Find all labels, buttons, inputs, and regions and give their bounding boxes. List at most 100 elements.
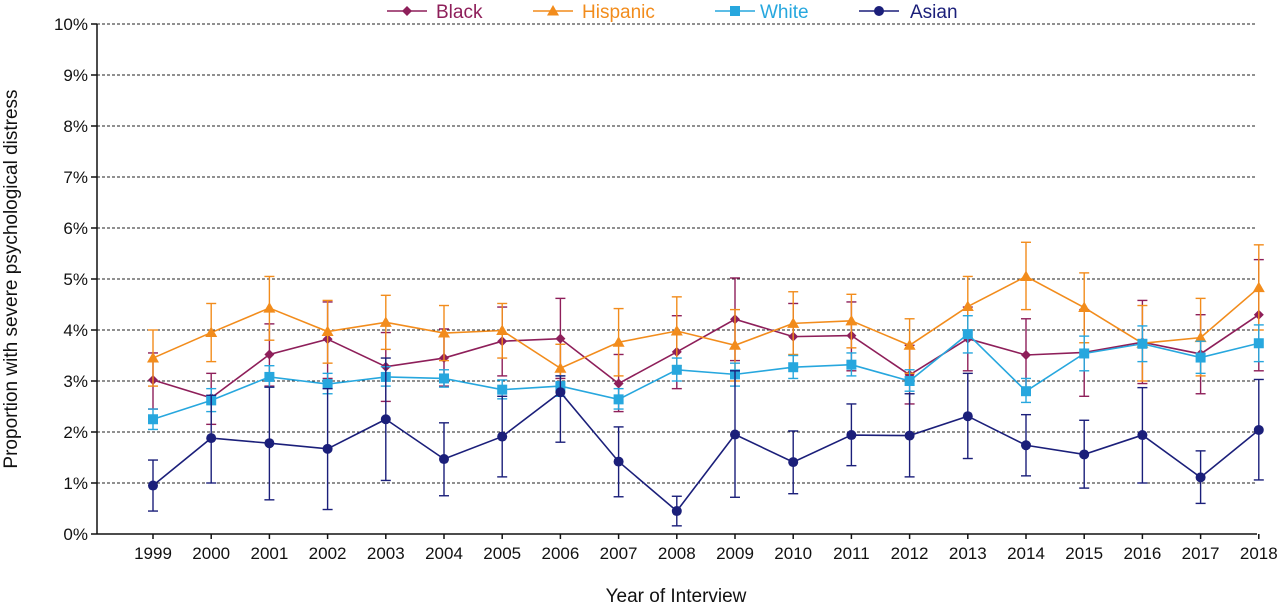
data-point <box>670 325 683 336</box>
y-tick-label: 3% <box>63 372 88 391</box>
x-tick-label: 2009 <box>716 544 754 563</box>
y-tick-label: 5% <box>63 270 88 289</box>
legend-label: Black <box>436 2 483 23</box>
data-point <box>148 480 158 491</box>
x-tick-label: 2004 <box>425 544 463 563</box>
series <box>147 241 1265 527</box>
x-tick-label: 2013 <box>949 544 987 563</box>
data-point <box>962 329 973 340</box>
x-tick-label: 2001 <box>250 544 288 563</box>
x-tick-label: 2008 <box>658 544 696 563</box>
x-tick-label: 1999 <box>134 544 172 563</box>
data-point <box>961 300 974 312</box>
y-tick-labels: 0% 1% 2% 3% 4% 5% 6% 7% 8% 9% 10% <box>54 15 97 544</box>
y-tick-label: 8% <box>63 117 88 136</box>
data-point <box>206 433 217 444</box>
y-axis-title: Proportion with severe psychological dis… <box>1 89 22 468</box>
legend-marker <box>730 6 740 16</box>
data-point <box>1195 352 1206 363</box>
legend: Black Hispanic White Asian <box>387 2 958 23</box>
data-point <box>788 457 799 468</box>
legend-item-black: Black <box>387 2 483 23</box>
y-tick-label: 7% <box>63 168 88 187</box>
data-point <box>1194 331 1207 343</box>
data-point <box>496 324 509 336</box>
data-point <box>730 429 740 440</box>
legend-item-white: White <box>715 2 809 23</box>
data-point <box>438 327 450 338</box>
series-black <box>148 258 1264 426</box>
data-point <box>263 302 276 313</box>
data-point <box>904 430 915 441</box>
data-point <box>497 384 508 395</box>
data-point <box>1079 449 1090 460</box>
data-point <box>555 333 566 344</box>
data-point <box>788 362 799 373</box>
series-asian <box>148 357 1264 527</box>
data-point <box>264 438 275 449</box>
data-point <box>1020 270 1032 281</box>
x-tick-label: 2007 <box>600 544 638 563</box>
legend-marker <box>874 6 884 16</box>
data-point <box>554 362 567 373</box>
series-white <box>148 315 1264 431</box>
data-point <box>322 443 333 454</box>
data-point <box>439 373 449 384</box>
x-tick-label: 2000 <box>192 544 230 563</box>
data-point <box>1137 430 1148 441</box>
data-point <box>1253 424 1264 435</box>
data-point <box>148 414 158 425</box>
legend-label: White <box>760 2 809 23</box>
data-point <box>787 317 800 328</box>
data-point <box>903 339 916 350</box>
data-point <box>555 387 566 398</box>
data-point <box>1253 338 1264 349</box>
y-tick-label: 10% <box>54 15 88 34</box>
data-point <box>380 414 391 425</box>
data-point <box>322 379 333 390</box>
data-point <box>1021 386 1031 397</box>
legend-marker <box>547 5 559 16</box>
x-tick-label: 2002 <box>309 544 347 563</box>
data-point <box>1252 281 1265 293</box>
series-line <box>152 391 1260 513</box>
x-tick-label: 2012 <box>891 544 929 563</box>
x-tick-label: 2005 <box>483 544 521 563</box>
legend-item-hispanic: Hispanic <box>533 2 655 23</box>
data-point <box>962 411 973 422</box>
x-tick-label: 2006 <box>541 544 579 563</box>
data-point <box>904 376 915 386</box>
data-point <box>613 456 624 467</box>
data-point <box>439 454 449 465</box>
data-point <box>1137 338 1148 349</box>
data-point <box>846 430 857 441</box>
data-point <box>1021 349 1031 360</box>
x-tick-label: 2016 <box>1123 544 1161 563</box>
data-point <box>1021 440 1031 451</box>
data-point <box>613 378 624 389</box>
legend-marker <box>402 6 412 16</box>
data-point <box>729 339 741 350</box>
gridlines <box>97 23 1257 484</box>
data-point <box>264 349 275 360</box>
data-point <box>205 326 218 338</box>
data-point <box>671 364 682 375</box>
data-point <box>612 336 625 347</box>
y-tick-label: 4% <box>63 321 88 340</box>
legend-item-asian: Asian <box>859 2 958 23</box>
series-line <box>152 333 1259 421</box>
x-tick-label: 2018 <box>1240 544 1278 563</box>
legend-label: Hispanic <box>582 2 655 23</box>
x-tick-label: 2015 <box>1065 544 1103 563</box>
data-point <box>147 352 159 363</box>
legend-label: Asian <box>910 2 958 23</box>
y-tick-label: 0% <box>63 525 88 544</box>
data-point <box>846 359 857 370</box>
y-tick-label: 9% <box>63 66 88 85</box>
x-tick-label: 2017 <box>1182 544 1220 563</box>
x-tick-label: 2011 <box>833 544 870 563</box>
series-line <box>152 314 1260 399</box>
data-point <box>1078 301 1091 313</box>
data-point <box>613 394 624 405</box>
